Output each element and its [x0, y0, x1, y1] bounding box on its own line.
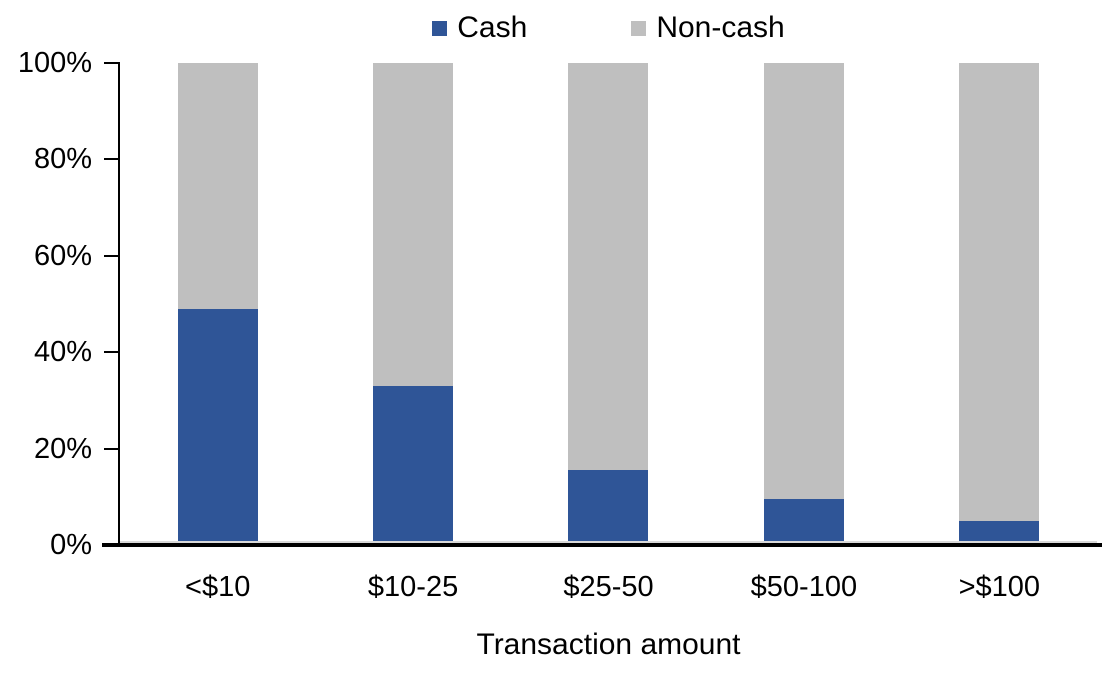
legend-item-cash: Cash: [432, 13, 527, 43]
x-axis-tick-label: >$100: [958, 571, 1041, 603]
bar-slot: [315, 63, 510, 545]
y-axis-tick-label: 0%: [50, 529, 92, 561]
legend: Cash Non-cash: [120, 10, 1097, 46]
x-axis-title: Transaction amount: [476, 628, 741, 661]
y-axis-tick: [104, 158, 120, 161]
bar-slot: [120, 63, 315, 545]
bar-segment-non-cash: [959, 63, 1040, 521]
legend-label: Cash: [457, 11, 528, 44]
y-axis-tick: [104, 254, 120, 257]
bar-slot: [902, 63, 1097, 545]
bar-slot: [706, 63, 901, 545]
stacked-bar: [177, 63, 258, 545]
bar-segment-cash: [568, 470, 649, 545]
bar-segment-non-cash: [177, 63, 258, 309]
bar-slot: [511, 63, 706, 545]
x-axis-tick-label: <$10: [185, 571, 251, 603]
legend-swatch-icon: [432, 20, 448, 36]
y-axis-tick-label: 60%: [33, 239, 92, 272]
stacked-bar: [373, 63, 454, 545]
bar-segment-cash: [959, 520, 1040, 545]
y-axis-tick-label: 80%: [33, 143, 92, 176]
bar-segment-cash: [177, 308, 258, 545]
bar-segment-non-cash: [373, 63, 454, 386]
y-axis-tick: [104, 351, 120, 354]
bar-segment-non-cash: [763, 63, 844, 500]
stacked-bar: [959, 63, 1040, 545]
x-axis-tick-label: $10-25: [367, 571, 459, 603]
y-axis-line: [118, 63, 120, 545]
y-axis-tick-label: 100%: [17, 47, 92, 79]
stacked-bar: [568, 63, 649, 545]
legend-swatch-icon: [631, 20, 647, 36]
legend-item-non-cash: Non-cash: [631, 11, 785, 44]
y-axis-tick-label: 40%: [33, 336, 92, 369]
x-axis-line: [102, 543, 1102, 547]
legend-label: Non-cash: [656, 11, 785, 44]
bar-segment-cash: [373, 385, 454, 545]
zero-baseline-gridline: [120, 541, 1097, 543]
x-axis-tick-labels: <$10 $10-25 $25-50 $50-100 >$100: [120, 570, 1097, 604]
bar-segment-non-cash: [568, 63, 649, 471]
stacked-bar: [763, 63, 844, 545]
y-axis-tick: [104, 62, 120, 64]
y-axis-tick: [104, 447, 120, 450]
y-axis-tick: [104, 544, 120, 546]
x-axis-tick-label: $25-50: [563, 571, 654, 603]
y-axis-tick-label: 20%: [33, 432, 92, 465]
bar-segment-cash: [763, 499, 844, 545]
plot-area: [120, 63, 1097, 545]
x-axis-tick-label: $50-100: [750, 571, 858, 603]
